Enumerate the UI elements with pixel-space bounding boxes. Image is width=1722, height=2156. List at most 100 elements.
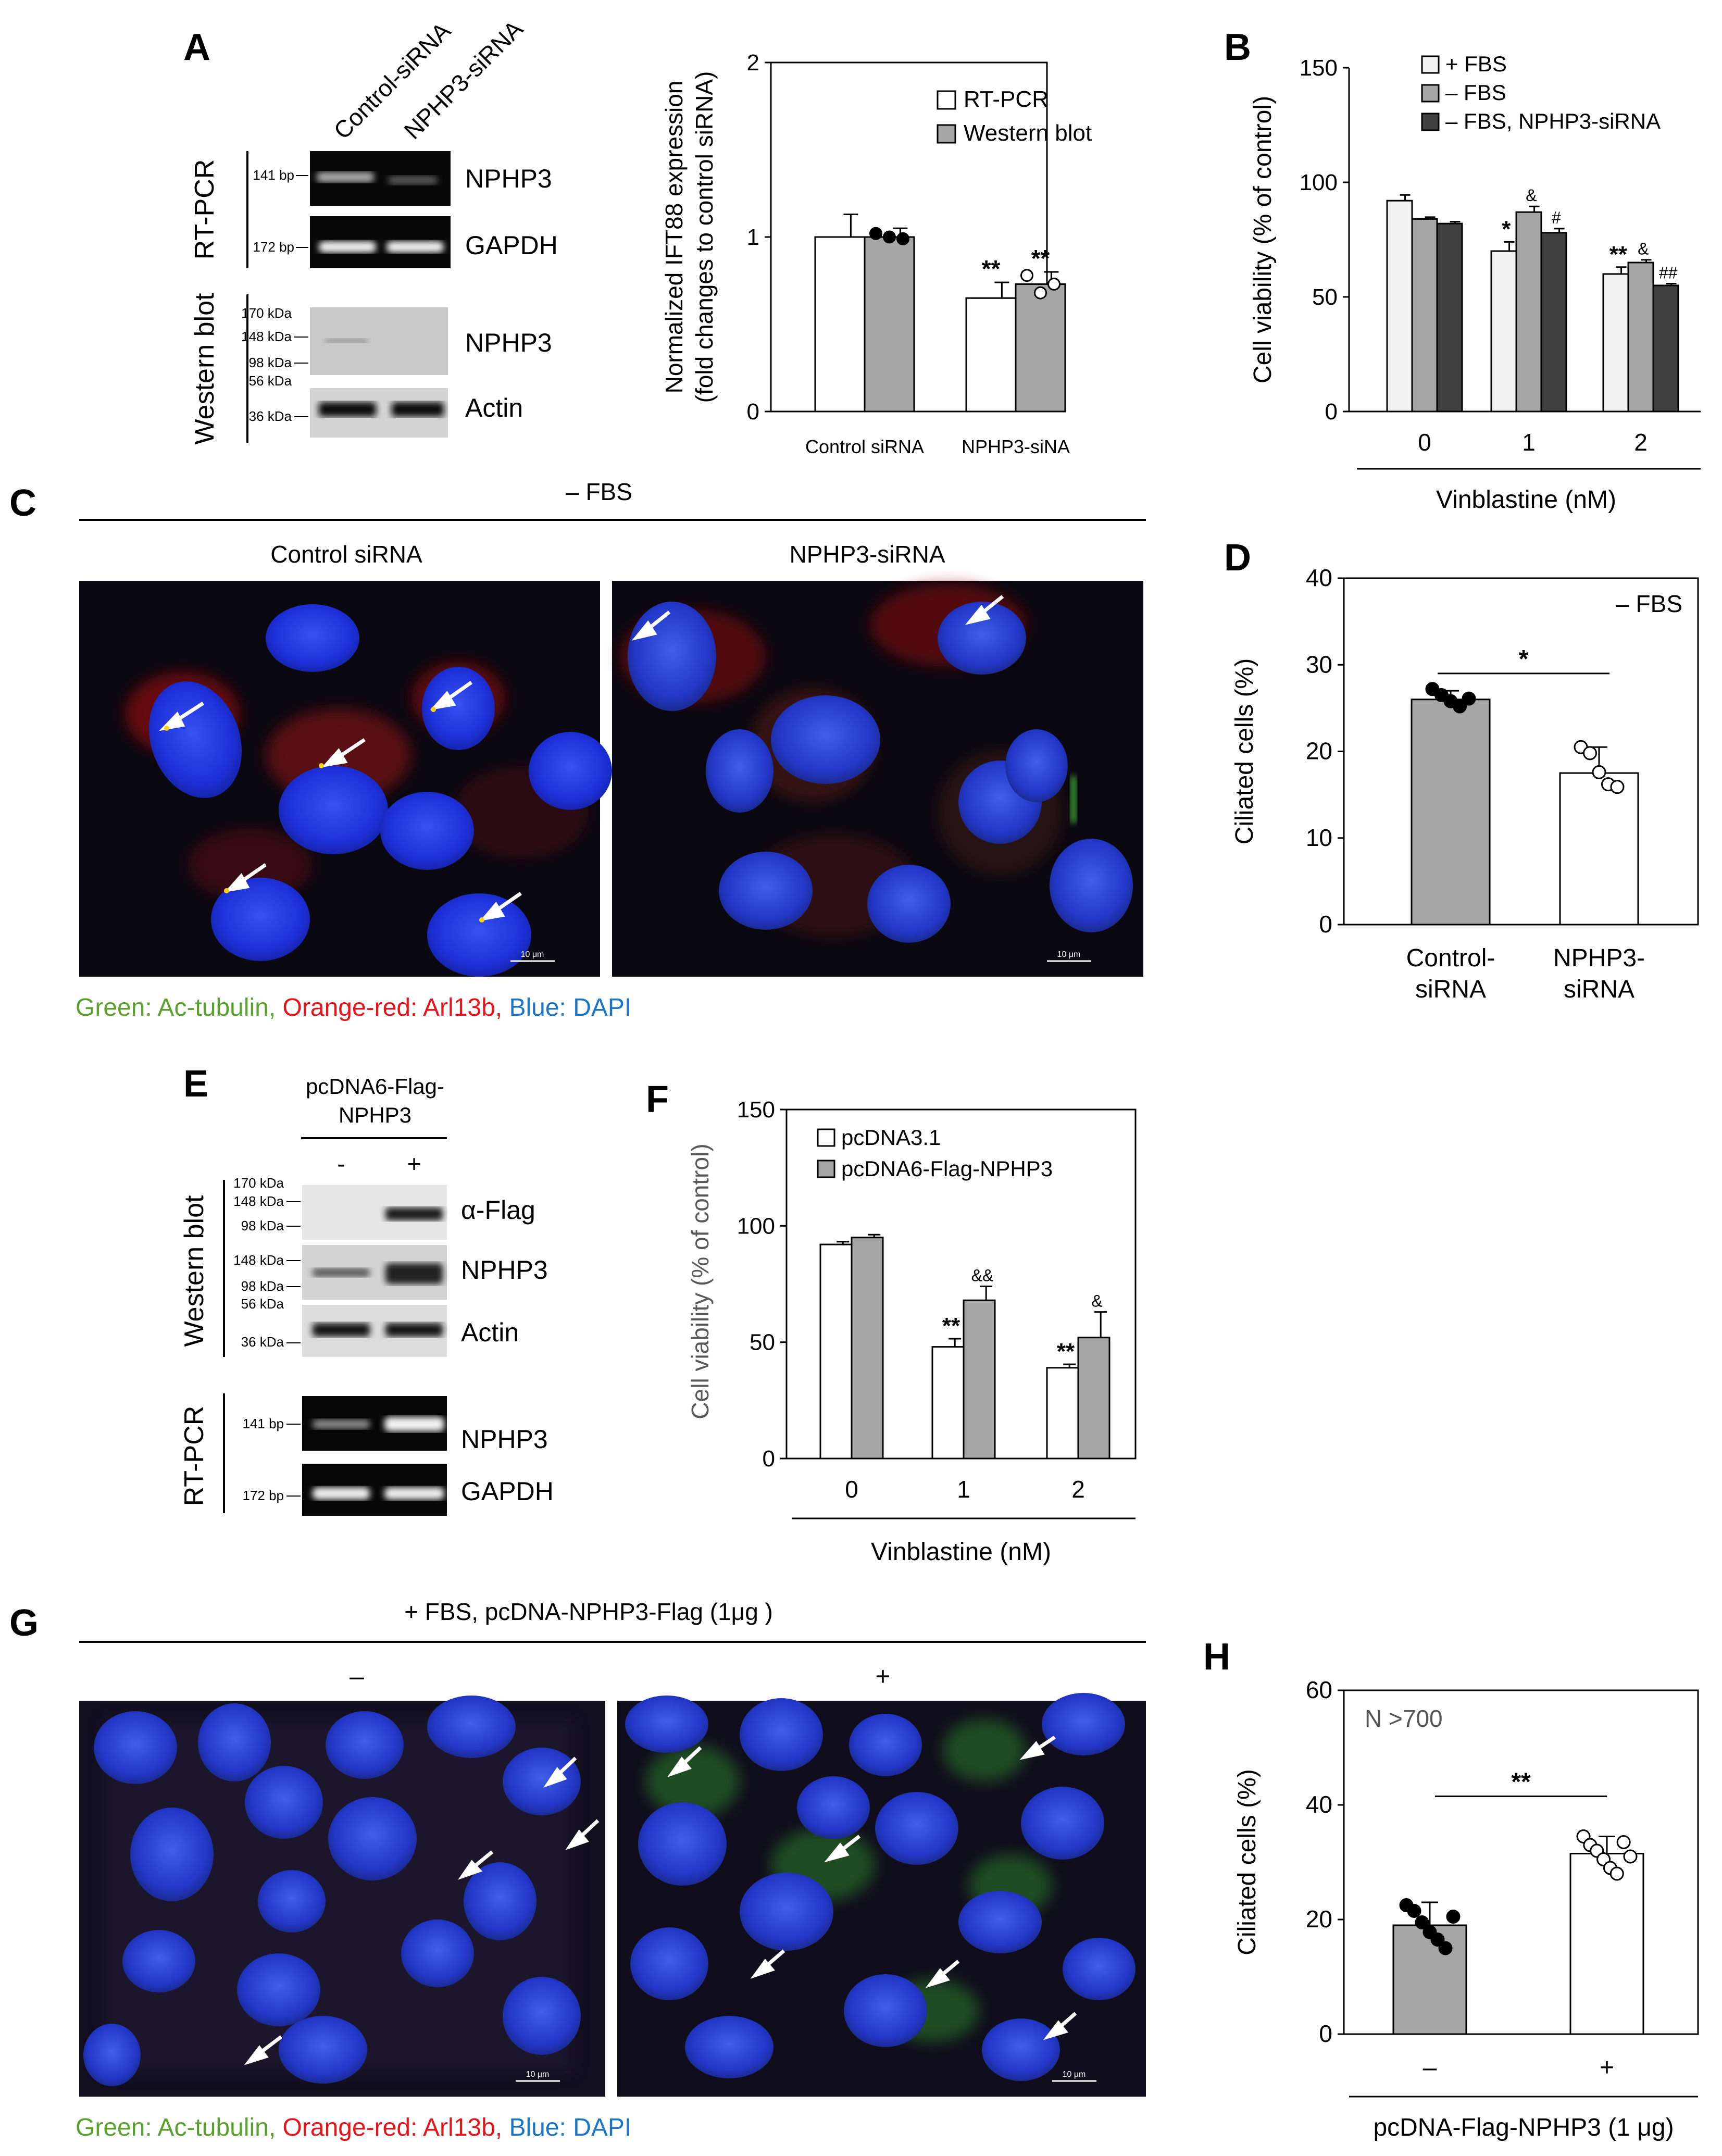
x-axis-label: Vinblastine (nM) bbox=[1436, 486, 1616, 514]
x-tick-label: 0 bbox=[1418, 429, 1431, 456]
y-axis-label: (fold changes to control siRNA) bbox=[691, 71, 718, 403]
y-tick-label: 30 bbox=[1306, 651, 1332, 678]
y-tick-label: 60 bbox=[1306, 1676, 1332, 1703]
data-point bbox=[896, 232, 909, 245]
significance-mark: # bbox=[1552, 208, 1561, 227]
nucleus bbox=[427, 1696, 516, 1758]
x-tick-label: + bbox=[1600, 2054, 1614, 2082]
caption-red: Orange-red: Arl13b, bbox=[283, 2114, 509, 2141]
band-name: NPHP3 bbox=[465, 164, 552, 193]
x-tick-label: siRNA bbox=[1415, 976, 1486, 1003]
nucleus bbox=[867, 865, 951, 943]
y-axis-label: Normalized IFT88 expression bbox=[660, 81, 688, 394]
panel-e-gels: pcDNA6-Flag- NPHP3 - + Western blot 170 … bbox=[179, 1074, 554, 1516]
marker-label: 172 bp bbox=[242, 1488, 284, 1503]
panel-c-title: – FBS bbox=[566, 478, 632, 505]
bar bbox=[1652, 284, 1679, 413]
marker-label: 98 kDa bbox=[241, 1218, 284, 1233]
nucleus bbox=[266, 604, 359, 672]
nucleus bbox=[237, 1953, 320, 2026]
bar bbox=[965, 297, 1017, 413]
lane-minus: - bbox=[337, 1150, 345, 1177]
bar bbox=[1436, 222, 1463, 413]
arrow-icon bbox=[667, 1736, 1077, 2040]
x-tick-label: Control siRNA bbox=[805, 436, 924, 457]
nucleus bbox=[1063, 1938, 1135, 2000]
marker-label: 148 kDa bbox=[233, 1252, 284, 1268]
bar bbox=[1627, 261, 1654, 413]
marker-label: 141 bp bbox=[253, 167, 294, 183]
band bbox=[384, 1487, 444, 1500]
micrograph-g-right: 10 μm bbox=[617, 1693, 1146, 2097]
y-tick-label: 0 bbox=[1325, 399, 1338, 425]
marker-label: 56 kDa bbox=[249, 373, 292, 389]
nucleus bbox=[875, 1792, 958, 1865]
annotation: N >700 bbox=[1365, 1705, 1443, 1732]
y-tick-label: 100 bbox=[737, 1213, 775, 1239]
x-tick-label: 2 bbox=[1071, 1476, 1085, 1503]
data-point bbox=[1453, 699, 1467, 714]
bar bbox=[1602, 273, 1629, 413]
legend-swatch bbox=[1421, 55, 1440, 74]
x-tick-label: siRNA bbox=[1564, 976, 1634, 1003]
chart-f-viability: 0 50 100 150 Cell viability (% of control) 0 1… bbox=[687, 1097, 1137, 1566]
data-point bbox=[1430, 1933, 1445, 1947]
x-tick-label: NPHP3-siNA bbox=[962, 436, 1070, 457]
panel-c-caption: Green: Ac-tubulin, Orange-red: Arl13b, B… bbox=[76, 994, 631, 1021]
data-point bbox=[1034, 286, 1047, 300]
y-tick-label: 20 bbox=[1306, 1905, 1332, 1933]
x-tick-label: 1 bbox=[1522, 429, 1536, 456]
data-point bbox=[1438, 1941, 1453, 1955]
side-label-western: Western blot bbox=[179, 1195, 209, 1347]
marker-label: 98 kDa bbox=[249, 355, 292, 370]
legend-label: pcDNA6-Flag-NPHP3 bbox=[841, 1156, 1053, 1181]
legend-label: RT-PCR bbox=[964, 86, 1049, 112]
nucleus bbox=[849, 1714, 922, 1776]
plot-frame bbox=[1343, 577, 1699, 926]
band bbox=[319, 241, 376, 253]
marker-label: 98 kDa bbox=[241, 1278, 284, 1294]
band bbox=[313, 1268, 370, 1277]
significance-mark: ** bbox=[942, 1313, 960, 1339]
band bbox=[388, 176, 438, 184]
significance-mark: ** bbox=[1031, 245, 1050, 272]
significance-mark: & bbox=[1638, 240, 1649, 258]
data-point bbox=[1623, 1849, 1638, 1864]
panel-c-left-label: Control siRNA bbox=[270, 541, 422, 568]
y-tick-label: 1 bbox=[747, 225, 759, 250]
construct-label-1: pcDNA6-Flag- bbox=[306, 1074, 444, 1099]
band-name: Actin bbox=[465, 393, 523, 422]
marker-label: 170 kDa bbox=[233, 1175, 284, 1191]
data-point bbox=[1610, 780, 1625, 794]
band bbox=[386, 241, 444, 253]
marker-label: 141 bp bbox=[242, 1416, 284, 1431]
y-tick-label: 40 bbox=[1306, 1791, 1332, 1818]
side-label-rtpcr: RT-PCR bbox=[190, 159, 220, 260]
panel-label-a: A bbox=[183, 27, 210, 68]
legend-swatch bbox=[937, 124, 956, 144]
panel-g-images: + FBS, pcDNA-NPHP3-Flag (1μg ) – + bbox=[76, 1598, 1146, 2141]
nucleus bbox=[130, 1808, 214, 1901]
construct-label-2: NPHP3 bbox=[339, 1103, 411, 1127]
band-name: α-Flag bbox=[461, 1195, 535, 1225]
bar bbox=[1515, 211, 1542, 413]
marker-label: 36 kDa bbox=[241, 1334, 284, 1350]
data-point bbox=[1592, 765, 1606, 779]
y-axis-label: Cell viability (% of control) bbox=[1249, 96, 1277, 383]
marker-label: 36 kDa bbox=[249, 408, 292, 424]
band bbox=[384, 1417, 444, 1431]
marker-label: 56 kDa bbox=[241, 1296, 284, 1312]
nucleus bbox=[1050, 839, 1133, 932]
band-name: NPHP3 bbox=[461, 1255, 548, 1285]
chart-b-viability: 0 50 100 150 Cell viability (% of control) 0 1… bbox=[1249, 52, 1701, 514]
band bbox=[317, 172, 374, 182]
y-tick-label: 100 bbox=[1300, 170, 1338, 195]
marker-label: 148 kDa bbox=[241, 329, 292, 344]
band bbox=[385, 1323, 443, 1337]
nucleus bbox=[771, 695, 880, 784]
x-tick-label: 2 bbox=[1634, 429, 1648, 456]
y-tick-label: 2 bbox=[747, 50, 759, 76]
panel-g-title: + FBS, pcDNA-NPHP3-Flag (1μg ) bbox=[404, 1598, 773, 1625]
panel-c-images: – FBS Control siRNA NPHP3-siRNA bbox=[76, 478, 1146, 1021]
legend-swatch bbox=[817, 1128, 835, 1147]
